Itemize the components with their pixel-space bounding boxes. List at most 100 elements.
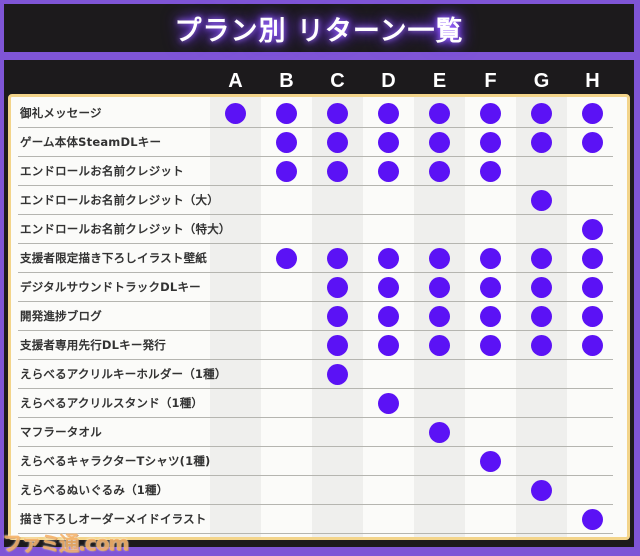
cell-e — [414, 331, 465, 360]
cell-d — [363, 360, 414, 389]
included-dot-icon — [378, 306, 399, 327]
cell-g — [516, 302, 567, 331]
cell-g — [516, 418, 567, 447]
page-title: プラン別 リターン一覧 — [174, 15, 464, 47]
row-label: ゲーム本体SteamDLキー — [20, 135, 162, 149]
included-dot-icon — [429, 161, 450, 182]
column-header-h: H — [585, 70, 600, 92]
cell-d — [363, 331, 414, 360]
table-row: 御礼メッセージ — [18, 99, 613, 128]
cell-d — [363, 302, 414, 331]
cell-h — [567, 418, 618, 447]
cell-e — [414, 186, 465, 215]
cell-f — [465, 273, 516, 302]
cell-a — [210, 157, 261, 186]
cell-a — [210, 360, 261, 389]
cell-e — [414, 302, 465, 331]
row-label: 開発進捗ブログ — [20, 309, 102, 323]
table-row: マフラータオル — [18, 418, 613, 447]
included-dot-icon — [327, 335, 348, 356]
cell-a — [210, 331, 261, 360]
cell-e — [414, 273, 465, 302]
cell-b — [261, 99, 312, 128]
cell-b — [261, 331, 312, 360]
included-dot-icon — [378, 103, 399, 124]
included-dot-icon — [480, 277, 501, 298]
cell-g — [516, 99, 567, 128]
included-dot-icon — [582, 335, 603, 356]
included-dot-icon — [582, 248, 603, 269]
table-row: エンドロールお名前クレジット — [18, 157, 613, 186]
cell-d — [363, 186, 414, 215]
row-label: えらべるアクリルキーホルダー（1種） — [20, 367, 227, 381]
cell-h — [567, 302, 618, 331]
cell-c — [312, 273, 363, 302]
included-dot-icon — [327, 277, 348, 298]
cell-c — [312, 476, 363, 505]
cell-g — [516, 157, 567, 186]
cell-c — [312, 389, 363, 418]
cell-f — [465, 244, 516, 273]
included-dot-icon — [378, 335, 399, 356]
cell-e — [414, 360, 465, 389]
cell-d — [363, 215, 414, 244]
cell-h — [567, 389, 618, 418]
cell-b — [261, 157, 312, 186]
included-dot-icon — [531, 190, 552, 211]
table-rows: 御礼メッセージゲーム本体SteamDLキーエンドロールお名前クレジットエンドロー… — [11, 99, 627, 534]
cell-d — [363, 157, 414, 186]
cell-b — [261, 389, 312, 418]
cell-c — [312, 447, 363, 476]
included-dot-icon — [225, 103, 246, 124]
table-row: ゲーム本体SteamDLキー — [18, 128, 613, 157]
included-dot-icon — [531, 277, 552, 298]
table-row: 支援者限定描き下ろしイラスト壁紙 — [18, 244, 613, 273]
included-dot-icon — [531, 306, 552, 327]
cell-e — [414, 418, 465, 447]
cell-f — [465, 360, 516, 389]
table-row: 支援者専用先行DLキー発行 — [18, 331, 613, 360]
included-dot-icon — [582, 219, 603, 240]
cell-f — [465, 186, 516, 215]
row-label: デジタルサウンドトラックDLキー — [20, 280, 201, 294]
cell-c — [312, 331, 363, 360]
cell-d — [363, 447, 414, 476]
column-header-e: E — [432, 70, 447, 92]
cell-h — [567, 215, 618, 244]
table-row: えらべるキャラクターTシャツ(1種) — [18, 447, 613, 476]
cell-h — [567, 128, 618, 157]
row-label: エンドロールお名前クレジット（大） — [20, 193, 219, 207]
cell-a — [210, 447, 261, 476]
cell-a — [210, 186, 261, 215]
cell-g — [516, 389, 567, 418]
included-dot-icon — [327, 132, 348, 153]
cell-h — [567, 186, 618, 215]
row-label: マフラータオル — [20, 425, 102, 439]
included-dot-icon — [429, 306, 450, 327]
table-row: 開発進捗ブログ — [18, 302, 613, 331]
included-dot-icon — [327, 248, 348, 269]
famitsu-watermark-logo: ファミ通.com — [2, 531, 129, 555]
cell-h — [567, 244, 618, 273]
included-dot-icon — [429, 103, 450, 124]
cell-g — [516, 331, 567, 360]
cell-d — [363, 389, 414, 418]
cell-a — [210, 128, 261, 157]
cell-b — [261, 273, 312, 302]
included-dot-icon — [429, 248, 450, 269]
cell-c — [312, 157, 363, 186]
cell-d — [363, 128, 414, 157]
cell-a — [210, 476, 261, 505]
column-header-f: F — [484, 70, 497, 92]
included-dot-icon — [327, 103, 348, 124]
column-header-b: B — [279, 70, 294, 92]
table-row: デジタルサウンドトラックDLキー — [18, 273, 613, 302]
cell-c — [312, 186, 363, 215]
cell-c — [312, 215, 363, 244]
cell-a — [210, 244, 261, 273]
cell-e — [414, 215, 465, 244]
column-header-a: A — [228, 70, 243, 92]
table-row: えらべるアクリルスタンド（1種） — [18, 389, 613, 418]
included-dot-icon — [378, 248, 399, 269]
cell-e — [414, 244, 465, 273]
